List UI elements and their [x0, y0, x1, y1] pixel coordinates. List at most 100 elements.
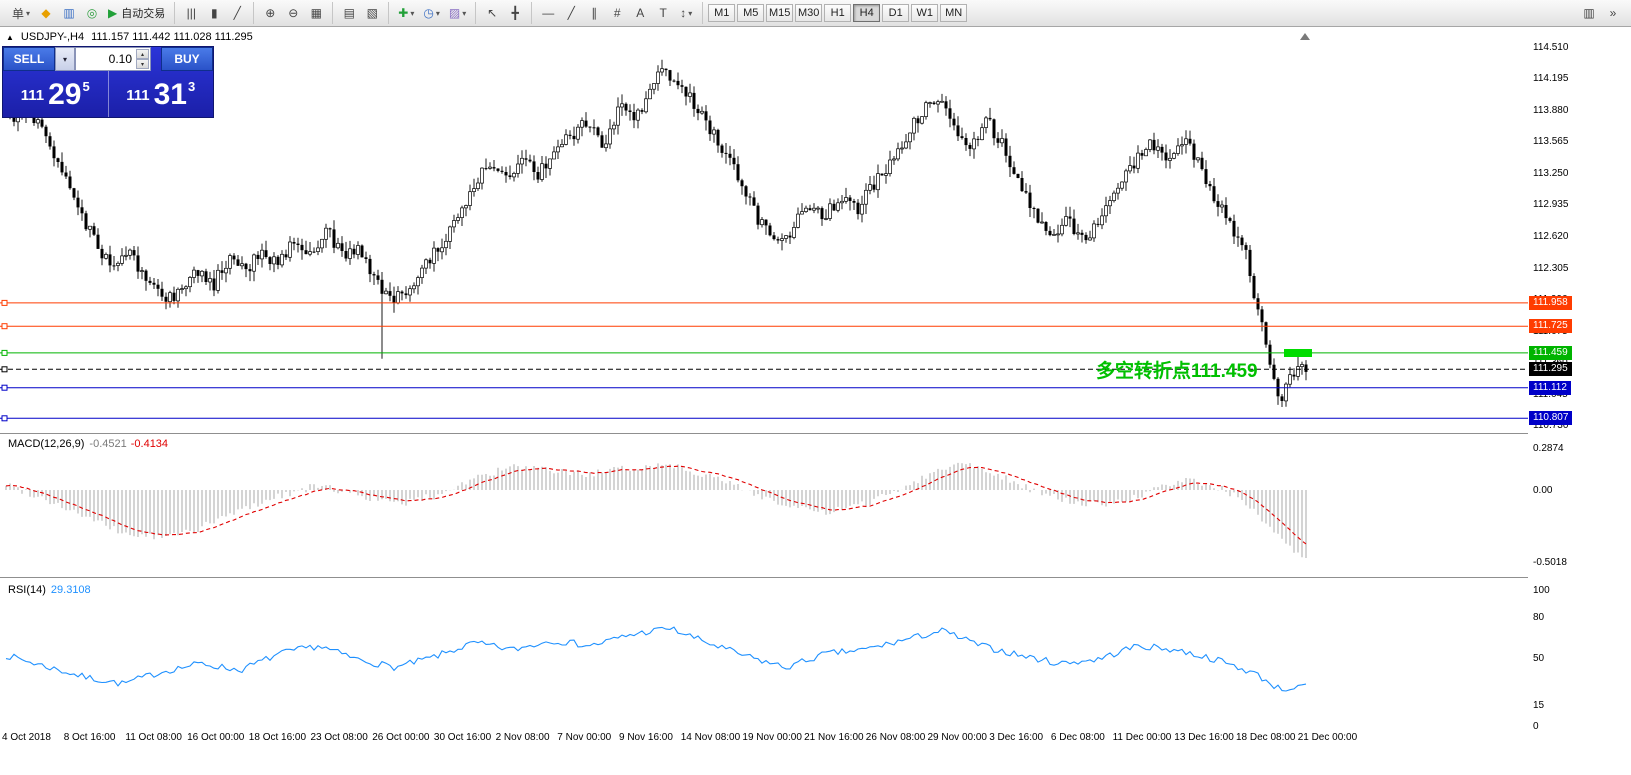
toolbar-group: ↖ ╋ — [476, 2, 533, 24]
time-axis-label: 9 Nov 16:00 — [619, 732, 673, 743]
timeframe-h4-button[interactable]: H4 — [853, 4, 881, 22]
new-order-icon: ◆ — [41, 6, 51, 20]
crosshair-icon: ╋ — [511, 6, 519, 20]
fibonacci-button[interactable]: # — [606, 3, 628, 23]
toolbar-overflow-button[interactable]: » — [1602, 3, 1624, 23]
chevron-down-icon: ▾ — [62, 54, 67, 64]
templates-button[interactable]: ▨ ▾ — [445, 3, 470, 23]
timeframe-m1-button[interactable]: M1 — [708, 4, 736, 22]
symbol-title: USDJPY-,H4 — [20, 31, 85, 43]
price-axis-label: 114.510 — [1533, 41, 1569, 53]
price-level-tag: 111.459 — [1529, 345, 1572, 360]
order-menu-icon: 单 — [12, 6, 25, 21]
timeframe-d1-button[interactable]: D1 — [882, 4, 910, 22]
cursor-button[interactable]: ↖ — [481, 3, 503, 23]
price-scale[interactable]: 114.510 114.195 113.880 113.565 113.250 112.9… — [1528, 27, 1631, 775]
ask-big-figure: 111 — [126, 86, 150, 104]
equidistant-channel-button[interactable]: ∥ — [583, 3, 605, 23]
new-chart-window-button[interactable]: ▥ — [1578, 3, 1600, 23]
price-level-tag: 111.112 — [1529, 380, 1571, 395]
bid-pips: 29 — [48, 78, 82, 111]
bar-chart-button[interactable]: ||| — [180, 3, 202, 23]
ask-point: 3 — [188, 78, 196, 94]
time-axis-label: 29 Nov 00:00 — [927, 732, 988, 743]
new-chart-window-icon: ▥ — [1583, 6, 1595, 20]
time-axis-label: 11 Dec 00:00 — [1112, 732, 1172, 743]
symbol-arrow-icon: ▲ — [6, 32, 14, 42]
trendline-button[interactable]: ╱ — [560, 3, 582, 23]
text-icon: A — [636, 6, 645, 20]
price-axis-label: 112.935 — [1533, 199, 1569, 211]
time-axis-label: 3 Dec 16:00 — [989, 732, 1044, 743]
cascade-windows-button[interactable]: ▧ — [361, 3, 383, 23]
toolbar-group: 单 ▾ ◆ ▥ ◎ ▶ 自动交易 — [3, 2, 176, 24]
charts-window-icon: ▥ — [63, 6, 75, 20]
chevron-down-icon: ▾ — [140, 61, 144, 68]
turning-point-annotation[interactable]: 多空转折点111.459 — [1096, 361, 1258, 382]
candlestick-chart-button[interactable]: ▮ — [203, 3, 225, 23]
time-axis-label: 18 Oct 16:00 — [248, 732, 307, 743]
one-click-trading-panel: SELL ▾ ▴ ▾ BUY 111 29 5 111 31 3 — [2, 46, 214, 118]
zoom-in-button[interactable]: ⊕ — [259, 3, 281, 23]
symbol-header: ▲ USDJPY-,H4 111.157 111.442 111.028 111… — [6, 31, 253, 43]
text-button[interactable]: A — [629, 3, 651, 23]
chart-shift-marker[interactable] — [1300, 33, 1310, 40]
add-indicator-icon: ✚ — [398, 6, 409, 20]
bid-price[interactable]: 111 29 5 — [3, 71, 109, 117]
price-level-tag: 110.807 — [1529, 411, 1573, 426]
arrows-icon: ↕ — [680, 6, 687, 20]
rsi-axis-label: 0 — [1533, 720, 1539, 732]
horizontal-line-button[interactable]: — — [537, 3, 559, 23]
arrange-windows-button[interactable]: ▤ — [338, 3, 360, 23]
lot-increase-button[interactable]: ▴ — [136, 49, 149, 59]
trendline-icon: ╱ — [567, 6, 575, 20]
info-button[interactable]: ◎ — [81, 3, 103, 23]
zoom-out-button[interactable]: ⊖ — [282, 3, 304, 23]
equidistant-channel-icon: ∥ — [591, 6, 598, 20]
order-menu-button[interactable]: 单 ▾ — [8, 3, 34, 23]
buy-button[interactable]: BUY — [161, 47, 213, 71]
timeframe-m15-button[interactable]: M15 — [766, 4, 794, 22]
arrows-button[interactable]: ↕ ▾ — [675, 3, 697, 23]
periods-button[interactable]: ◷ ▾ — [419, 3, 444, 23]
lot-dropdown-button[interactable]: ▾ — [55, 47, 75, 71]
add-indicator-button[interactable]: ✚ ▾ — [394, 3, 418, 23]
autotrading-button[interactable]: ▶ 自动交易 — [104, 3, 169, 23]
lot-decrease-button[interactable]: ▾ — [136, 59, 149, 69]
cursor-icon: ↖ — [487, 6, 498, 20]
charts-window-button[interactable]: ▥ — [58, 3, 80, 23]
price-axis-label: 113.880 — [1533, 104, 1569, 116]
tile-windows-button[interactable]: ▦ — [305, 3, 327, 23]
green-zone-marker[interactable] — [1284, 348, 1312, 357]
new-order-button[interactable]: ◆ — [35, 3, 57, 23]
timeframe-w1-button[interactable]: W1 — [911, 4, 939, 22]
line-chart-icon: ╱ — [233, 6, 241, 20]
zoom-out-icon: ⊖ — [288, 6, 299, 20]
timeframe-mn-button[interactable]: MN — [940, 4, 968, 22]
price-axis-label: 112.305 — [1533, 262, 1569, 274]
timeframe-m30-button[interactable]: M30 — [795, 4, 823, 22]
timeframe-m5-button[interactable]: M5 — [737, 4, 765, 22]
price-axis-label: 114.195 — [1533, 73, 1569, 85]
rsi-axis-label: 100 — [1533, 584, 1550, 596]
time-axis-label: 21 Dec 00:00 — [1297, 732, 1358, 743]
autotrading-label: 自动交易 — [121, 8, 166, 20]
time-axis-label: 26 Nov 08:00 — [865, 732, 926, 743]
chevron-down-icon: ▾ — [26, 8, 31, 18]
text-label-button[interactable]: T — [652, 3, 674, 23]
timeframe-group: M1 M5 M15 M30 H1 H4 D1 W1 MN — [703, 2, 973, 24]
toolbar-group: ⊕ ⊖ ▦ — [254, 2, 334, 24]
ask-price[interactable]: 111 31 3 — [109, 71, 214, 117]
symbol-ohlc: 111.157 111.442 111.028 111.295 — [91, 31, 253, 43]
time-axis-label: 8 Oct 16:00 — [63, 732, 116, 743]
time-axis-label: 21 Nov 16:00 — [804, 732, 864, 743]
line-chart-button[interactable]: ╱ — [226, 3, 248, 23]
macd-axis-label: 0.2874 — [1533, 442, 1564, 454]
crosshair-button[interactable]: ╋ — [504, 3, 526, 23]
lot-input[interactable] — [76, 48, 134, 70]
sell-button[interactable]: SELL — [3, 47, 55, 71]
rsi-axis-label: 80 — [1533, 611, 1545, 623]
time-scale[interactable]: 4 Oct 2018 8 Oct 16:00 11 Oct 08:00 16 Oct … — [0, 726, 1528, 748]
timeframe-h1-button[interactable]: H1 — [824, 4, 852, 22]
